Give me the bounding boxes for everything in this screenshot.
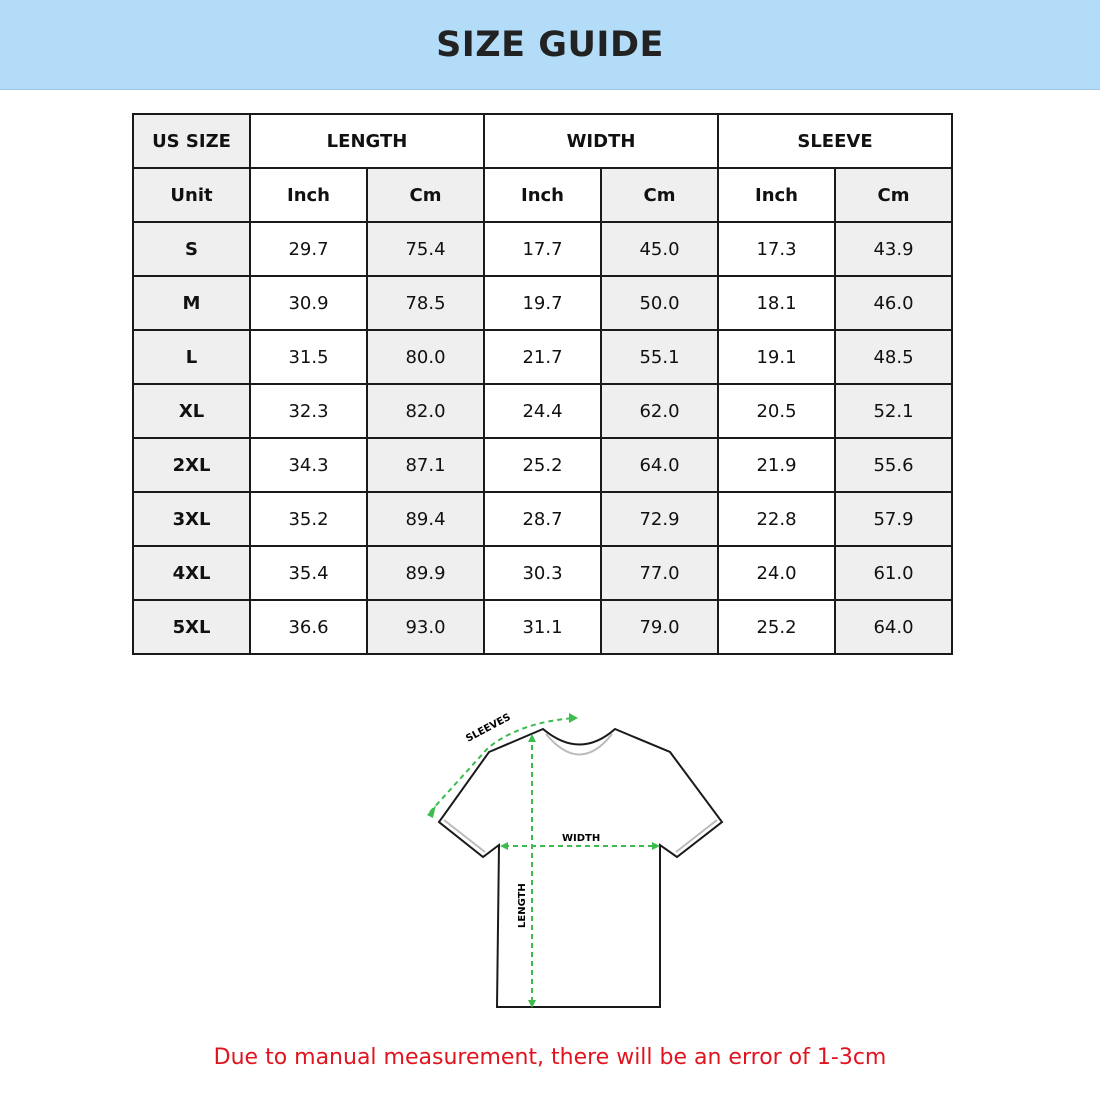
value-cell: 29.7 [249, 221, 368, 277]
value-cell: 77.0 [600, 545, 719, 601]
value-cell: 78.5 [366, 275, 485, 331]
header-sleeve: SLEEVE [717, 113, 953, 169]
value-cell: 93.0 [366, 599, 485, 655]
value-cell: 79.0 [600, 599, 719, 655]
value-cell: 89.4 [366, 491, 485, 547]
unit-header: Cm [366, 167, 485, 223]
value-cell: 64.0 [834, 599, 953, 655]
title-banner: SIZE GUIDE [0, 0, 1100, 90]
unit-row: Unit Inch Cm Inch Cm Inch Cm [132, 167, 953, 223]
value-cell: 46.0 [834, 275, 953, 331]
value-cell: 75.4 [366, 221, 485, 277]
value-cell: 31.1 [483, 599, 602, 655]
value-cell: 55.1 [600, 329, 719, 385]
size-cell: 3XL [132, 491, 251, 547]
value-cell: 24.0 [717, 545, 836, 601]
size-cell: M [132, 275, 251, 331]
value-cell: 28.7 [483, 491, 602, 547]
value-cell: 36.6 [249, 599, 368, 655]
value-cell: 35.2 [249, 491, 368, 547]
value-cell: 35.4 [249, 545, 368, 601]
value-cell: 20.5 [717, 383, 836, 439]
value-cell: 45.0 [600, 221, 719, 277]
value-cell: 43.9 [834, 221, 953, 277]
value-cell: 32.3 [249, 383, 368, 439]
value-cell: 30.9 [249, 275, 368, 331]
value-cell: 21.9 [717, 437, 836, 493]
unit-header: Cm [834, 167, 953, 223]
size-cell: 2XL [132, 437, 251, 493]
value-cell: 21.7 [483, 329, 602, 385]
value-cell: 31.5 [249, 329, 368, 385]
value-cell: 30.3 [483, 545, 602, 601]
value-cell: 25.2 [483, 437, 602, 493]
value-cell: 19.7 [483, 275, 602, 331]
tshirt-collar [545, 733, 613, 756]
table-row: 4XL 35.4 89.9 30.3 77.0 24.0 61.0 [132, 545, 953, 601]
header-width: WIDTH [483, 113, 719, 169]
value-cell: 18.1 [717, 275, 836, 331]
value-cell: 61.0 [834, 545, 953, 601]
tshirt-outline [437, 727, 724, 1008]
size-cell: XL [132, 383, 251, 439]
page-title: SIZE GUIDE [436, 24, 664, 65]
value-cell: 72.9 [600, 491, 719, 547]
table-row: 2XL 34.3 87.1 25.2 64.0 21.9 55.6 [132, 437, 953, 493]
value-cell: 55.6 [834, 437, 953, 493]
unit-header: Inch [249, 167, 368, 223]
unit-header: Inch [717, 167, 836, 223]
table-row: L 31.5 80.0 21.7 55.1 19.1 48.5 [132, 329, 953, 385]
size-cell: 5XL [132, 599, 251, 655]
table-row: XL 32.3 82.0 24.4 62.0 20.5 52.1 [132, 383, 953, 439]
value-cell: 64.0 [600, 437, 719, 493]
value-cell: 19.1 [717, 329, 836, 385]
value-cell: 48.5 [834, 329, 953, 385]
value-cell: 24.4 [483, 383, 602, 439]
group-header-row: US SIZE LENGTH WIDTH SLEEVE [132, 113, 953, 169]
value-cell: 87.1 [366, 437, 485, 493]
header-length: LENGTH [249, 113, 485, 169]
sleeves-label: SLEEVES [464, 712, 512, 745]
table-row: S 29.7 75.4 17.7 45.0 17.3 43.9 [132, 221, 953, 277]
table-row: 3XL 35.2 89.4 28.7 72.9 22.8 57.9 [132, 491, 953, 547]
table-row: 5XL 36.6 93.0 31.1 79.0 25.2 64.0 [132, 599, 953, 655]
value-cell: 57.9 [834, 491, 953, 547]
value-cell: 34.3 [249, 437, 368, 493]
value-cell: 52.1 [834, 383, 953, 439]
value-cell: 82.0 [366, 383, 485, 439]
size-cell: S [132, 221, 251, 277]
value-cell: 89.9 [366, 545, 485, 601]
unit-label: Unit [132, 167, 251, 223]
measurement-note: Due to manual measurement, there will be… [213, 1045, 887, 1070]
unit-header: Inch [483, 167, 602, 223]
unit-header: Cm [600, 167, 719, 223]
length-label: LENGTH [517, 883, 528, 928]
width-label: WIDTH [562, 833, 600, 844]
value-cell: 80.0 [366, 329, 485, 385]
value-cell: 17.7 [483, 221, 602, 277]
value-cell: 62.0 [600, 383, 719, 439]
size-table: US SIZE LENGTH WIDTH SLEEVE Unit Inch Cm In… [132, 113, 953, 655]
header-us-size: US SIZE [132, 113, 251, 169]
size-cell: L [132, 329, 251, 385]
tshirt-diagram: SLEEVES WIDTH LENGTH [427, 712, 724, 1008]
table-row: M 30.9 78.5 19.7 50.0 18.1 46.0 [132, 275, 953, 331]
value-cell: 17.3 [717, 221, 836, 277]
value-cell: 22.8 [717, 491, 836, 547]
value-cell: 25.2 [717, 599, 836, 655]
value-cell: 50.0 [600, 275, 719, 331]
size-cell: 4XL [132, 545, 251, 601]
